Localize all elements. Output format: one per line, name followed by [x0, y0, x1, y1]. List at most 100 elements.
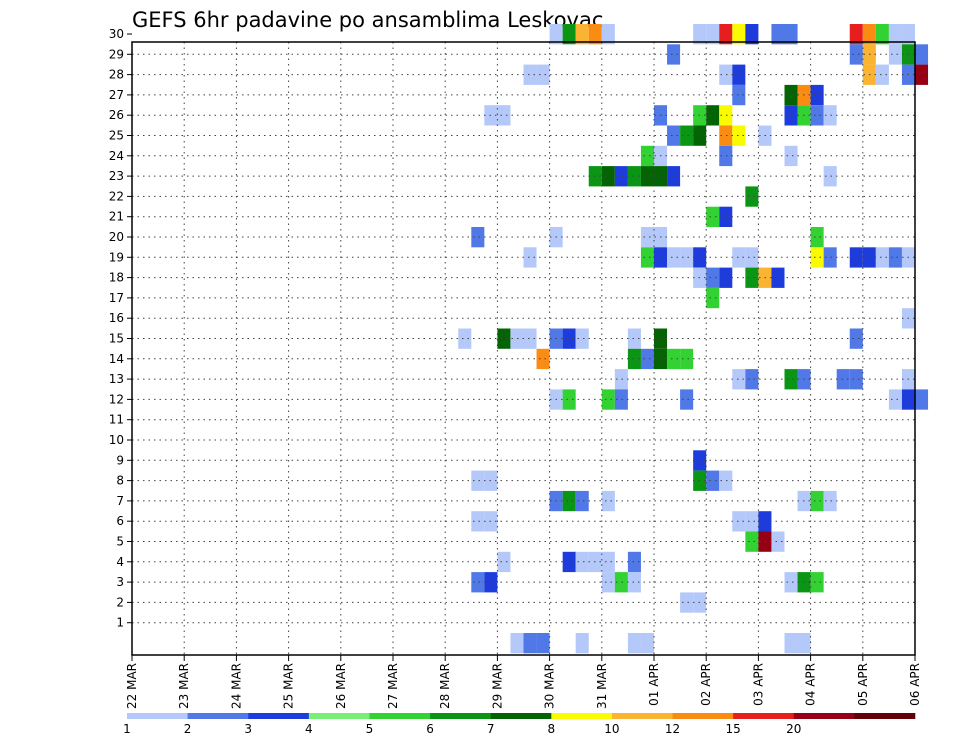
y-tick-label: 12: [109, 392, 124, 406]
y-tick-label: 13: [109, 372, 124, 386]
heatmap-cell: [536, 633, 550, 654]
heatmap-cell: [706, 470, 720, 491]
heatmap-cell: [719, 64, 733, 85]
heatmap-cell: [784, 105, 798, 126]
heatmap-cell: [732, 511, 746, 532]
heatmap-cell: [575, 490, 589, 512]
heatmap-cell: [719, 105, 733, 126]
heatmap-cell: [497, 328, 511, 349]
y-tick-label: 3: [116, 575, 124, 589]
heatmap-cell: [627, 328, 641, 349]
heatmap-cell: [888, 44, 902, 65]
y-tick-label: 7: [116, 494, 124, 508]
heatmap-cell: [614, 369, 628, 390]
heatmap-cell: [849, 247, 863, 268]
legend-label: 6: [426, 722, 434, 736]
legend-swatch: [490, 713, 552, 719]
y-tick-label: 4: [116, 555, 124, 569]
heatmap-cell: [640, 247, 654, 268]
heatmap-cell: [732, 24, 746, 45]
heatmap-cell: [575, 328, 589, 349]
legend-swatch: [248, 713, 310, 719]
heatmap-cell: [823, 247, 837, 268]
x-tick-label: 29 MAR: [490, 663, 504, 709]
legend-swatch: [854, 713, 916, 719]
heatmap-cell: [849, 44, 863, 65]
heatmap-cell: [667, 166, 681, 187]
x-tick-label: 04 APR: [804, 663, 818, 706]
heatmap-cell: [601, 490, 615, 512]
heatmap-cell: [680, 389, 694, 410]
heatmap-cell: [849, 328, 863, 349]
y-tick-label: 25: [109, 129, 124, 143]
heatmap-cell: [784, 633, 798, 654]
heatmap-cell: [640, 633, 654, 654]
legend-label: 5: [366, 722, 374, 736]
heatmap-cell: [667, 247, 681, 268]
y-tick-label: 1: [116, 616, 124, 630]
heatmap-cell: [915, 389, 929, 410]
heatmap-cell: [888, 247, 902, 268]
x-tick-label: 06 APR: [908, 663, 922, 706]
legend-swatch: [369, 713, 431, 719]
legend-label: 8: [547, 722, 555, 736]
y-tick-label: 8: [116, 474, 124, 488]
heatmap-cell: [601, 572, 615, 593]
legend-swatch: [611, 713, 673, 719]
heatmap-cell: [823, 105, 837, 126]
heatmap-cell: [823, 166, 837, 187]
x-tick-label: 22 MAR: [125, 663, 139, 709]
heatmap-cell: [627, 166, 641, 187]
heatmap-cell: [797, 633, 811, 654]
heatmap-cell: [875, 247, 889, 268]
heatmap-cell: [706, 105, 720, 126]
x-tick-label: 01 APR: [647, 663, 661, 706]
heatmap-cell: [719, 267, 733, 288]
y-tick-label: 2: [116, 595, 124, 609]
heatmap-cell: [784, 84, 798, 106]
heatmap-cell: [810, 490, 824, 512]
heatmap-cell: [680, 247, 694, 268]
heatmap-cell: [784, 572, 798, 593]
legend-label: 3: [244, 722, 252, 736]
heatmap-cell: [471, 470, 485, 491]
heatmap-cell: [745, 531, 759, 552]
heatmap-cell: [836, 369, 850, 390]
heatmap-cell: [810, 84, 824, 106]
heatmap-cell: [601, 551, 615, 573]
heatmap-cell: [875, 64, 889, 85]
heatmap-cell: [810, 247, 824, 268]
heatmap-cell: [614, 389, 628, 410]
plot-frame: [131, 41, 916, 656]
legend-label: 7: [487, 722, 495, 736]
heatmap-cell: [888, 24, 902, 45]
heatmap-cell: [497, 551, 511, 573]
legend-label: 15: [726, 722, 741, 736]
heatmap-cell: [562, 24, 576, 45]
heatmap-cell: [810, 572, 824, 593]
legend-label: 10: [604, 722, 619, 736]
x-tick-label: 23 MAR: [177, 663, 191, 709]
heatmap-cell: [640, 227, 654, 248]
x-tick-label: 05 APR: [856, 663, 870, 706]
heatmap-cell: [706, 24, 720, 45]
heatmap-cell: [745, 247, 759, 268]
heatmap-cell: [497, 105, 511, 126]
heatmap-cell: [706, 267, 720, 288]
heatmap-cell: [458, 328, 472, 349]
x-tick-label: 30 MAR: [543, 663, 557, 709]
heatmap-cell: [680, 592, 694, 613]
legend-label: 1: [123, 722, 131, 736]
heatmap-cell: [575, 24, 589, 45]
y-tick-label: 15: [109, 332, 124, 346]
y-tick-label: 22: [109, 189, 124, 203]
y-tick-label: 14: [109, 352, 124, 366]
heatmap-cell: [888, 389, 902, 410]
heatmap-cell: [732, 247, 746, 268]
y-tick-label: 16: [109, 311, 124, 325]
legend-swatch: [308, 713, 370, 719]
heatmap-cell: [745, 369, 759, 390]
heatmap-cell: [575, 633, 589, 654]
x-tick-label: 26 MAR: [334, 663, 348, 709]
heatmap-cell: [915, 64, 929, 85]
